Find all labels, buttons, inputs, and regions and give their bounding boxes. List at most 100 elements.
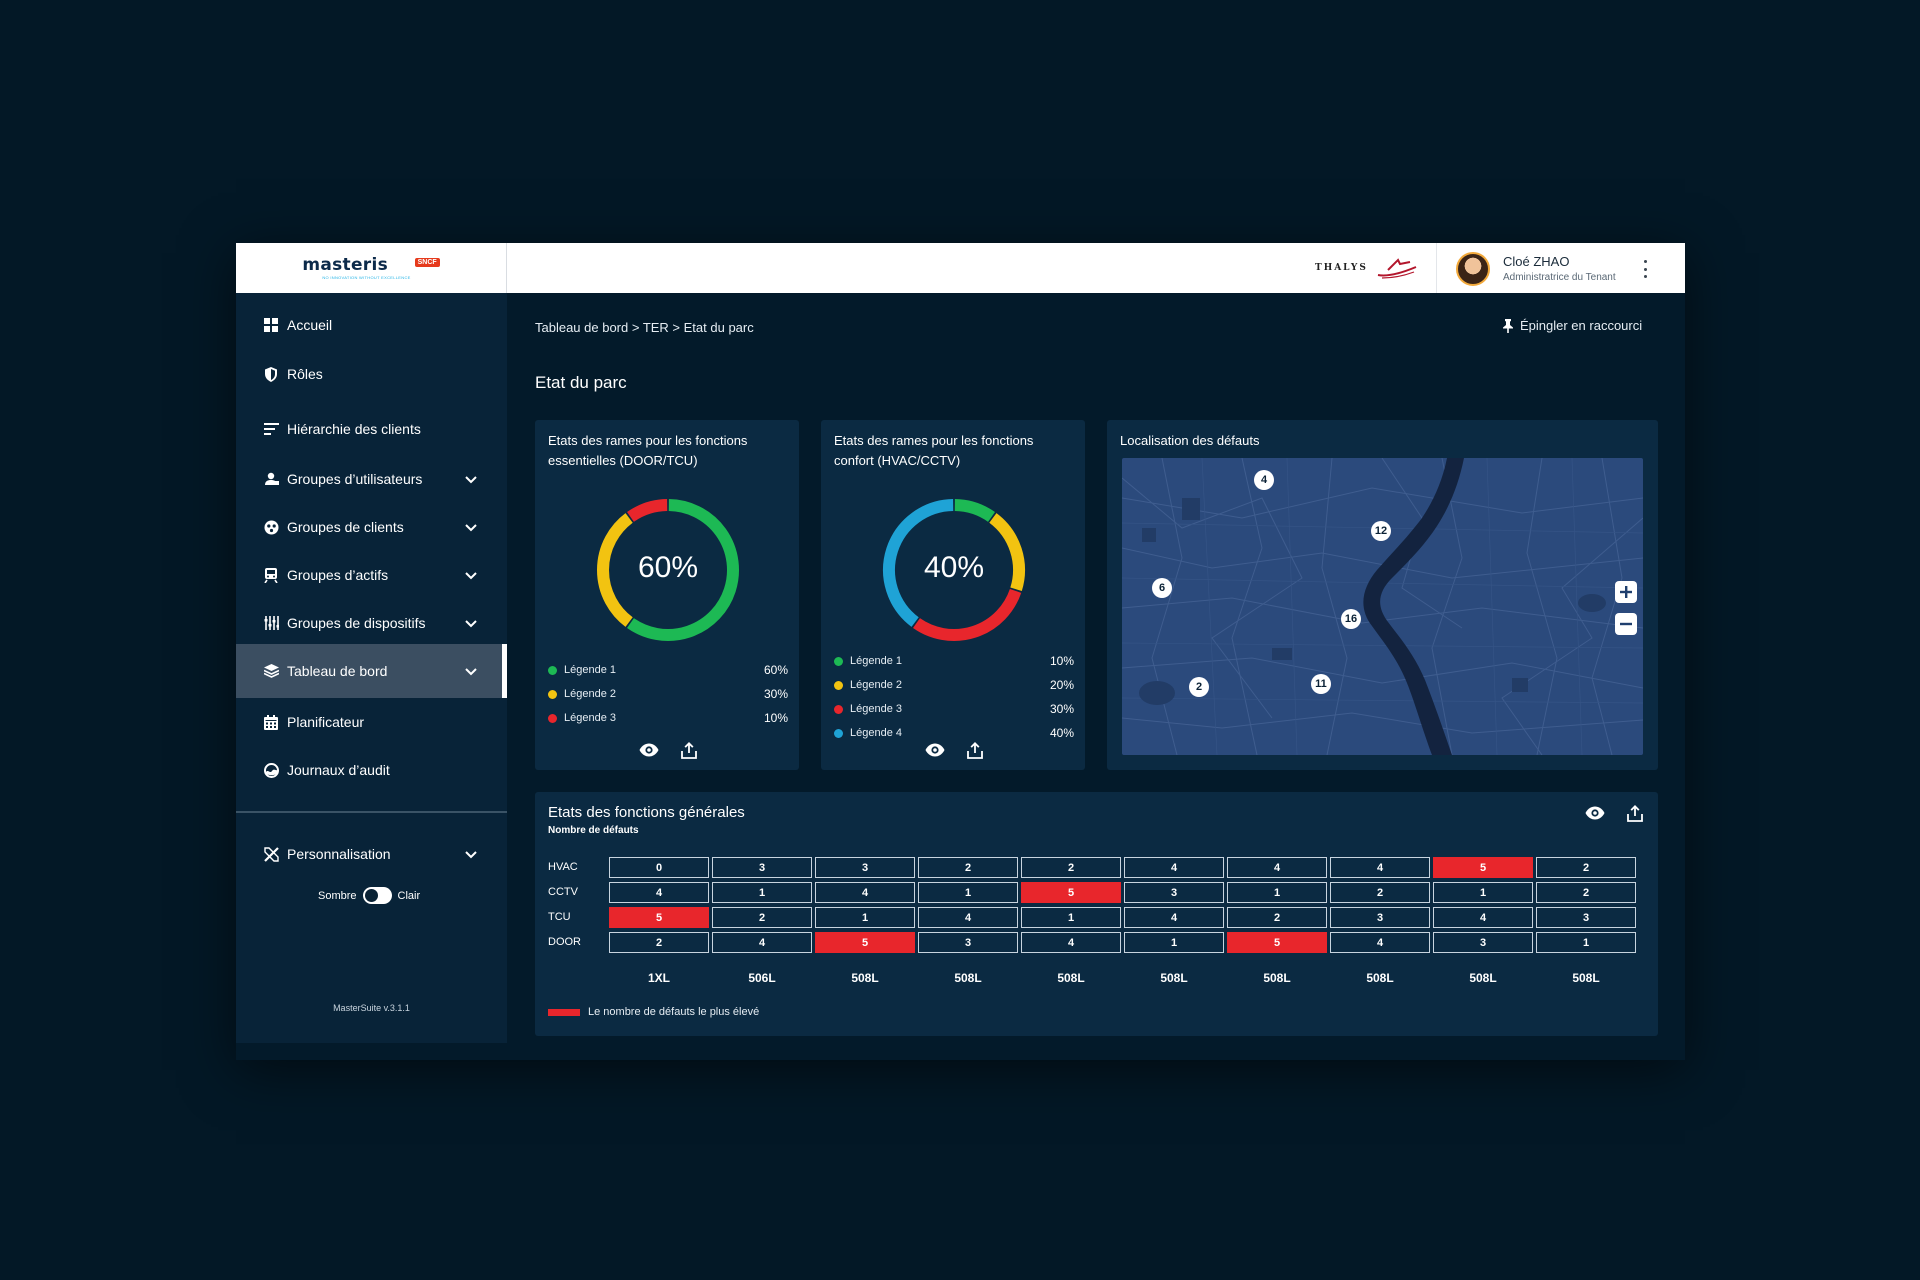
heatmap-cell[interactable]: 4 (815, 882, 915, 903)
heatmap-cell[interactable]: 1 (918, 882, 1018, 903)
heatmap-cell[interactable]: 0 (609, 857, 709, 878)
breadcrumb[interactable]: Tableau de bord > TER > Etat du parc (535, 320, 754, 335)
theme-dark-label: Sombre (318, 889, 357, 902)
donut-slice-1[interactable] (954, 499, 995, 522)
heatmap-cell[interactable]: 3 (712, 857, 812, 878)
donut-slice-4[interactable] (883, 499, 954, 627)
heatmap-cell[interactable]: 2 (1536, 882, 1636, 903)
card-essential-functions: Etats des rames pour les fonctions essen… (535, 420, 799, 770)
heatmap-cell[interactable]: 2 (1330, 882, 1430, 903)
chevron-down-icon[interactable] (464, 664, 478, 678)
donut-slice-2[interactable] (989, 513, 1025, 592)
chevron-down-icon[interactable] (464, 472, 478, 486)
sidebar-item-journaux-audit[interactable]: Journaux d’audit (236, 749, 507, 791)
heatmap-cell[interactable]: 4 (1433, 907, 1533, 928)
zoom-out-button[interactable] (1615, 613, 1637, 635)
map-canvas[interactable] (1122, 458, 1643, 755)
map-marker[interactable]: 6 (1152, 578, 1172, 598)
map-marker[interactable]: 16 (1341, 609, 1361, 629)
share-icon[interactable] (965, 740, 985, 760)
legend-item: Légende 1 10% (834, 649, 1074, 673)
chevron-down-icon[interactable] (464, 616, 478, 630)
heatmap-cell[interactable]: 4 (1124, 907, 1224, 928)
avatar[interactable] (1456, 252, 1490, 286)
heatmap-cell[interactable]: 2 (1021, 857, 1121, 878)
heatmap-cell[interactable]: 4 (918, 907, 1018, 928)
card-title: Etats des rames pour les fonctions essen… (548, 433, 748, 468)
heatmap-cell[interactable]: 5 (1227, 932, 1327, 953)
user-role: Administratrice du Tenant (1503, 272, 1616, 283)
share-icon[interactable] (679, 740, 699, 760)
map-marker[interactable]: 4 (1254, 470, 1274, 490)
heatmap-cell[interactable]: 5 (1433, 857, 1533, 878)
heatmap-cell[interactable]: 2 (1227, 907, 1327, 928)
heatmap-cell[interactable]: 3 (1433, 932, 1533, 953)
donut-slice-3[interactable] (627, 499, 668, 522)
more-options-icon[interactable] (1640, 259, 1650, 279)
sidebar-item-roles[interactable]: Rôles (236, 353, 507, 395)
heatmap-cell[interactable]: 1 (1433, 882, 1533, 903)
heatmap-cell[interactable]: 2 (712, 907, 812, 928)
heatmap-cell[interactable]: 4 (1330, 932, 1430, 953)
map-marker[interactable]: 11 (1311, 674, 1331, 694)
heatmap-cell[interactable]: 3 (1330, 907, 1430, 928)
chevron-down-icon[interactable] (464, 568, 478, 582)
defect-map[interactable]: 4 12 6 16 2 11 (1122, 458, 1643, 755)
user-name: Cloé ZHAO (1503, 254, 1570, 269)
user-profile[interactable]: Cloé ZHAO Administratrice du Tenant (1436, 243, 1685, 293)
heatmap-cell[interactable]: 4 (1330, 857, 1430, 878)
sidebar-item-groupes-utilisateurs[interactable]: Groupes d’utilisateurs (236, 458, 507, 500)
sidebar-item-hierarchie[interactable]: Hiérarchie des clients (236, 408, 507, 450)
eye-icon[interactable] (925, 740, 945, 760)
map-marker[interactable]: 12 (1371, 521, 1391, 541)
heatmap-cell[interactable]: 1 (815, 907, 915, 928)
heatmap-cell[interactable]: 3 (815, 857, 915, 878)
heatmap-cell[interactable]: 5 (815, 932, 915, 953)
sidebar-item-groupes-actifs[interactable]: Groupes d’actifs (236, 554, 507, 596)
heatmap-cell[interactable]: 1 (1021, 907, 1121, 928)
heatmap-column-label: 506L (748, 971, 776, 985)
heatmap-cell[interactable]: 4 (1021, 932, 1121, 953)
eye-icon[interactable] (1585, 803, 1605, 823)
pin-shortcut-button[interactable]: Épingler en raccourci (1502, 318, 1642, 333)
heatmap-cell[interactable]: 2 (609, 932, 709, 953)
heatmap-cell[interactable]: 4 (1227, 857, 1327, 878)
zoom-in-button[interactable] (1615, 581, 1637, 603)
heatmap-cell[interactable]: 1 (1227, 882, 1327, 903)
heatmap-cell[interactable]: 3 (1536, 907, 1636, 928)
sidebar-item-tableau-de-bord[interactable]: Tableau de bord (236, 644, 507, 698)
legend-swatch (548, 1008, 580, 1016)
heatmap-cell[interactable]: 2 (918, 857, 1018, 878)
clients-icon (263, 519, 279, 535)
share-icon[interactable] (1625, 803, 1645, 823)
legend-item: Légende 3 30% (834, 697, 1074, 721)
sidebar-item-personnalisation[interactable]: Personnalisation (236, 833, 507, 875)
heatmap-cell[interactable]: 1 (1124, 932, 1224, 953)
donut-slice-1[interactable] (627, 499, 739, 641)
eye-icon[interactable] (639, 740, 659, 760)
donut-slice-3[interactable] (913, 588, 1022, 641)
donut-chart-essentials (597, 499, 739, 641)
heatmap-cell[interactable]: 3 (1124, 882, 1224, 903)
map-marker[interactable]: 2 (1189, 677, 1209, 697)
heatmap-cell[interactable]: 1 (1536, 932, 1636, 953)
heatmap-cell[interactable]: 4 (609, 882, 709, 903)
heatmap-cell[interactable]: 2 (1536, 857, 1636, 878)
sidebar-item-groupes-dispositifs[interactable]: Groupes de dispositifs (236, 602, 507, 644)
donut-slice-2[interactable] (597, 513, 633, 627)
sidebar-item-accueil[interactable]: Accueil (236, 304, 507, 346)
heatmap-cell[interactable]: 1 (712, 882, 812, 903)
chevron-down-icon[interactable] (464, 847, 478, 861)
heatmap-cell[interactable]: 5 (1021, 882, 1121, 903)
heatmap-cell[interactable]: 3 (918, 932, 1018, 953)
heatmap-cell[interactable]: 5 (609, 907, 709, 928)
brand-logo-area[interactable]: masteris NO INNOVATION WITHOUT EXCELLENC… (236, 243, 507, 293)
sidebar-item-label: Accueil (287, 317, 333, 333)
sidebar-item-planificateur[interactable]: Planificateur (236, 701, 507, 743)
heatmap-cell[interactable]: 4 (712, 932, 812, 953)
legend-item: Légende 2 20% (834, 673, 1074, 697)
theme-switch[interactable] (362, 887, 392, 904)
sidebar-item-groupes-clients[interactable]: Groupes de clients (236, 506, 507, 548)
chevron-down-icon[interactable] (464, 520, 478, 534)
heatmap-cell[interactable]: 4 (1124, 857, 1224, 878)
